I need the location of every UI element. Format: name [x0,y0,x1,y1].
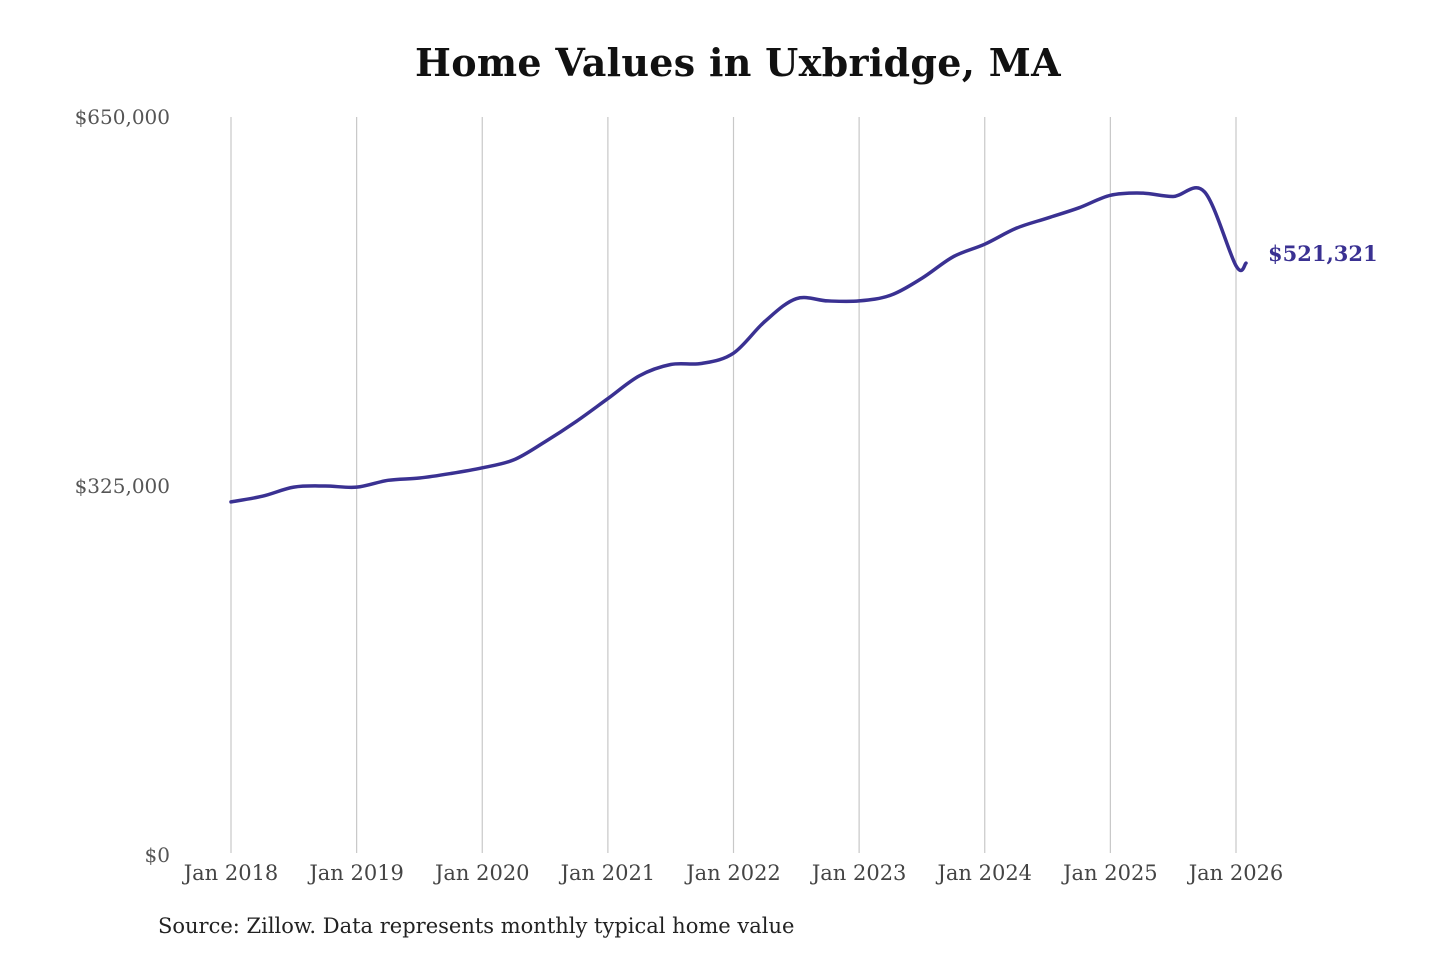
x-tick-label: Jan 2019 [307,861,404,885]
y-tick-label: $0 [145,843,170,867]
x-tick-label: Jan 2025 [1061,861,1158,885]
series-layer [229,186,1248,504]
source-note: Source: Zillow. Data represents monthly … [158,914,795,938]
x-tick-label: Jan 2018 [182,861,279,885]
x-tick-label: Jan 2026 [1187,861,1284,885]
gridlines [230,117,1237,853]
y-tick-label: $650,000 [75,105,170,129]
x-tick-label: Jan 2023 [810,861,907,885]
end-label-layer: $521,321 [1268,241,1378,266]
chart-title: Home Values in Uxbridge, MA [415,40,1061,85]
x-tick-label: Jan 2022 [684,861,781,885]
x-tick-label: Jan 2021 [559,861,656,885]
x-tick-label: Jan 2024 [935,861,1032,885]
x-tick-label: Jan 2020 [433,861,530,885]
series-line-0 [229,186,1248,504]
y-tick-label: $325,000 [75,474,170,498]
y-axis-ticks: $0 $325,000 $650,000 [75,105,170,867]
end-value-label: $521,321 [1268,241,1378,266]
x-axis-ticks: Jan 2018 Jan 2019 Jan 2020 Jan 2021 Jan 2022… [182,861,1284,885]
